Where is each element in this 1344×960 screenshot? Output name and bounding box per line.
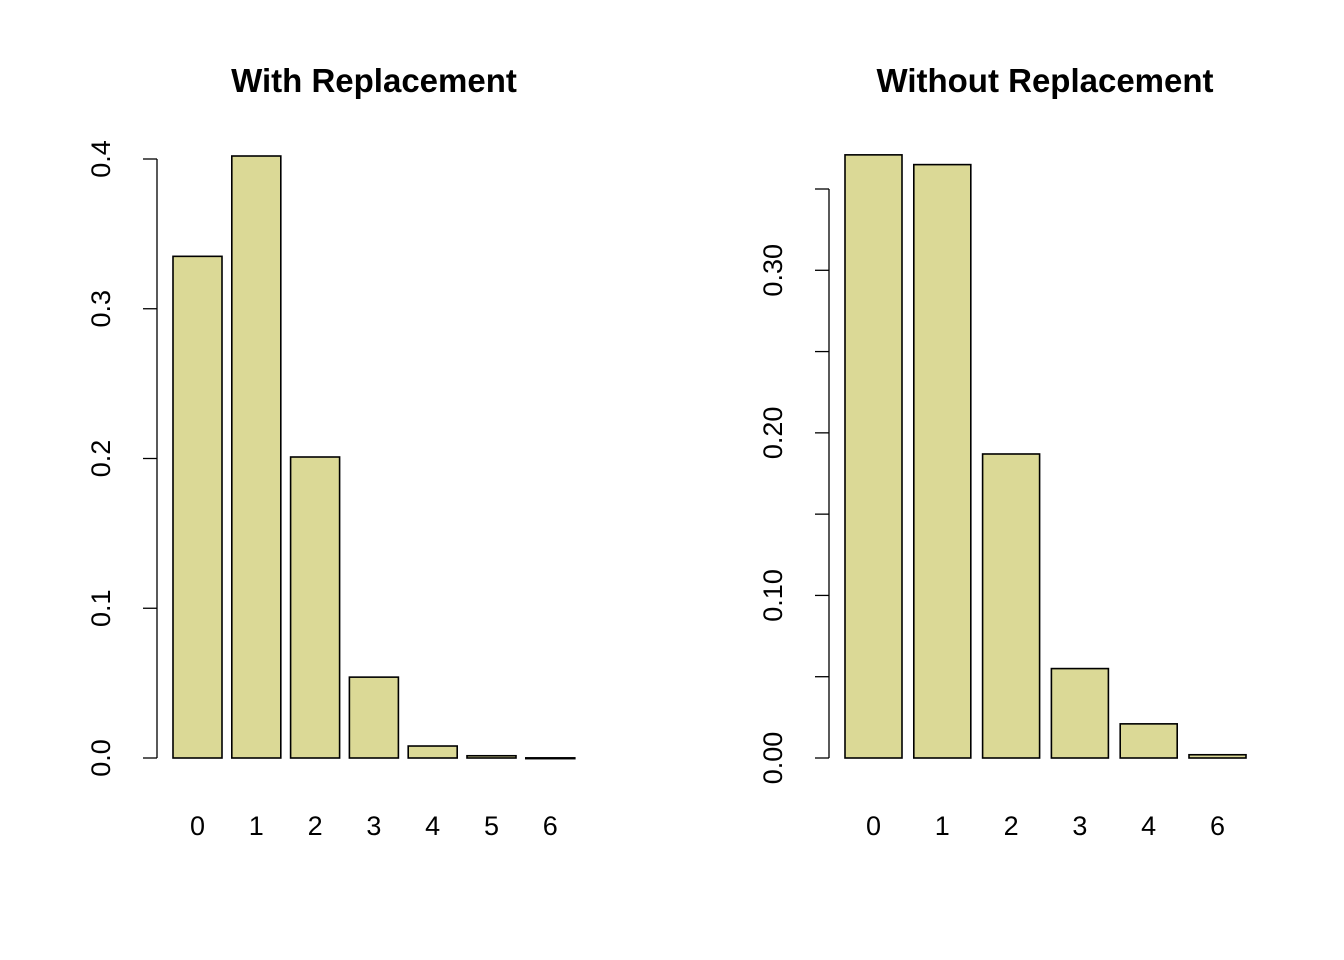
- panel-without-replacement: Without Replacement 0.00 0.10 0.20 0.30 0 1 2 3…: [758, 62, 1247, 841]
- y-tick-label: 0.00: [758, 732, 788, 785]
- x-tick-label: 5: [484, 811, 499, 841]
- x-tick-label: 1: [935, 811, 950, 841]
- y-tick-label: 0.3: [86, 290, 116, 328]
- x-tick-label: 2: [1004, 811, 1019, 841]
- x-tick-label: 4: [1141, 811, 1156, 841]
- y-tick-label: 0.1: [86, 589, 116, 627]
- bar-3: [981, 453, 1041, 759]
- y-tick-label: 0.20: [758, 407, 788, 460]
- bar-1: [912, 163, 972, 759]
- y-tick-label: 0.0: [86, 739, 116, 777]
- x-tick-label: 1: [249, 811, 264, 841]
- bar-4: [1119, 723, 1178, 759]
- y-tick-label: 0.10: [758, 569, 788, 622]
- x-tick-label: 0: [190, 811, 205, 841]
- bar-2: [289, 456, 341, 759]
- bar-5: [466, 754, 517, 759]
- bar-2: [1050, 667, 1110, 759]
- x-tick-label: 2: [308, 811, 323, 841]
- x-tick-label: 4: [425, 811, 440, 841]
- y-tick-label: 0.2: [86, 440, 116, 478]
- chart-title: With Replacement: [231, 62, 517, 99]
- bar-0: [172, 255, 223, 759]
- x-tick-label: 3: [366, 811, 381, 841]
- x-tick-label: 6: [543, 811, 558, 841]
- x-tick-label: 3: [1072, 811, 1087, 841]
- x-tick-label: 0: [866, 811, 881, 841]
- bar-4: [407, 745, 459, 759]
- y-tick-label: 0.30: [758, 244, 788, 297]
- panel-with-replacement: With Replacement 0.0 0.1 0.2 0.3 0.4 0 1 2 3 4 5 6: [86, 62, 576, 841]
- bar-1: [231, 155, 282, 759]
- chart-title: Without Replacement: [876, 62, 1213, 99]
- x-tick-label: 6: [1210, 811, 1225, 841]
- bar-6: [524, 757, 576, 760]
- bar-0: [844, 154, 903, 759]
- bar-3: [348, 676, 400, 759]
- y-tick-label: 0.4: [86, 140, 116, 178]
- bar-6: [1188, 753, 1247, 759]
